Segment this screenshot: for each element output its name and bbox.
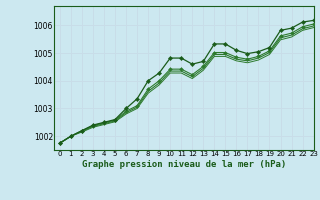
X-axis label: Graphe pression niveau de la mer (hPa): Graphe pression niveau de la mer (hPa): [82, 160, 286, 169]
